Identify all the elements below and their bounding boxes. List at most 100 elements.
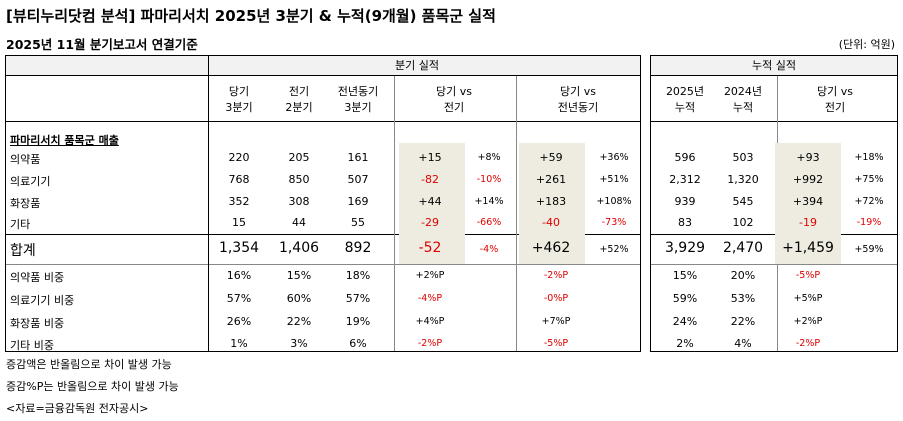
delta-prev: -2%P <box>417 338 443 349</box>
delta-cum: -5%P <box>795 270 821 281</box>
highlight-vs-yoy <box>519 143 585 264</box>
delta-cum: +1,459 <box>782 240 834 256</box>
header-cum-2024: 2024년 누적 <box>723 85 763 114</box>
pct-prev: +14% <box>474 196 504 207</box>
cum-2024-value: 1,320 <box>727 173 759 186</box>
total-bottom-divider <box>651 264 897 265</box>
highlight-vs-cum <box>775 143 841 264</box>
cum-2025-value: 939 <box>674 195 696 208</box>
header-divider <box>6 121 640 122</box>
pct-cum: +72% <box>854 196 884 207</box>
quarterly-table: 분기 실적 당기 3분기 전기 2분기 전년동기 3분기 당기 vs 전기 당기 vs 전… <box>5 55 641 352</box>
pct-prev: -66% <box>476 217 502 228</box>
highlight-vs-prev <box>399 143 465 264</box>
cum-2024-value: 4% <box>734 337 752 350</box>
delta-cum: +5%P <box>793 293 823 304</box>
cum-2025-value: 24% <box>672 315 698 328</box>
pct-cum: +59% <box>854 244 884 255</box>
cur-value: 26% <box>226 315 252 328</box>
row-label: 의료기기 <box>10 175 51 188</box>
prev-value: 1,406 <box>278 240 320 256</box>
total-bottom-divider <box>6 264 640 265</box>
cum-2024-value: 545 <box>732 195 754 208</box>
prev-value: 308 <box>288 195 310 208</box>
yoy-value: 507 <box>347 173 369 186</box>
delta-yoy: +261 <box>535 173 567 186</box>
header-cum-vs: 당기 vs 전기 <box>817 85 853 114</box>
yoy-value: 19% <box>345 315 371 328</box>
prev-value: 3% <box>290 337 308 350</box>
cum-2024-value: 53% <box>730 292 756 305</box>
yoy-value: 55 <box>351 216 365 229</box>
pct-cum: -19% <box>856 217 882 228</box>
header-cum-2025: 2025년 누적 <box>665 85 705 114</box>
delta-yoy: -2%P <box>543 270 569 281</box>
cum-2024-value: 2,470 <box>722 240 764 256</box>
header-yoy-quarter: 전년동기 3분기 <box>337 85 379 114</box>
note-rounding-pp: 증감%P는 반올림으로 차이 발생 가능 <box>6 380 179 393</box>
cum-2025-value: 2,312 <box>669 173 701 186</box>
cur-value: 1,354 <box>218 240 260 256</box>
share-label: 의약품 비중 <box>10 271 65 284</box>
header-divider <box>651 121 897 122</box>
yoy-value: 169 <box>347 195 369 208</box>
cumulative-table: 누적 실적 2025년 누적 2024년 누적 당기 vs 전기 596 503 +9… <box>650 55 898 352</box>
pct-cum: +18% <box>854 152 884 163</box>
cur-value: 768 <box>228 173 250 186</box>
cur-value: 220 <box>228 151 250 164</box>
row-label: 기타 <box>10 218 31 231</box>
delta-prev: +2%P <box>415 270 445 281</box>
cur-value: 57% <box>226 292 252 305</box>
delta-prev: -29 <box>421 216 439 229</box>
delta-yoy: +183 <box>535 195 567 208</box>
report-subtitle: 2025년 11월 분기보고서 연결기준 <box>6 37 198 52</box>
header-cur-quarter: 당기 3분기 <box>225 85 253 114</box>
quarterly-group-header: 분기 실적 <box>395 59 439 72</box>
delta-yoy: -40 <box>542 216 560 229</box>
yoy-value: 57% <box>345 292 371 305</box>
pct-prev: -10% <box>476 174 502 185</box>
total-label: 합계 <box>10 243 36 259</box>
header-vs-prev: 당기 vs 전기 <box>436 85 472 114</box>
quarterly-header-band <box>6 56 640 76</box>
prev-value: 60% <box>286 292 312 305</box>
cum-2025-value: 59% <box>672 292 698 305</box>
yoy-value: 892 <box>344 240 372 256</box>
prev-value: 15% <box>286 269 312 282</box>
pct-yoy: +51% <box>599 174 629 185</box>
cum-2025-value: 3,929 <box>664 240 706 256</box>
header-prev-quarter: 전기 2분기 <box>285 85 313 114</box>
delta-cum: +992 <box>792 173 824 186</box>
delta-prev: -82 <box>421 173 439 186</box>
pct-yoy: +36% <box>599 152 629 163</box>
cum-2025-value: 15% <box>672 269 698 282</box>
prev-value: 22% <box>286 315 312 328</box>
cum-2025-value: 2% <box>676 337 694 350</box>
note-rounding-amount: 증감액은 반올림으로 차이 발생 가능 <box>6 358 172 371</box>
delta-cum: +2%P <box>793 316 823 327</box>
cur-value: 15 <box>232 216 246 229</box>
yoy-value: 6% <box>349 337 367 350</box>
delta-cum: -2%P <box>795 338 821 349</box>
delta-cum: +93 <box>796 151 820 164</box>
prev-value: 44 <box>292 216 306 229</box>
delta-prev: +4%P <box>415 316 445 327</box>
delta-prev: -52 <box>418 240 442 256</box>
yoy-value: 18% <box>345 269 371 282</box>
cum-2025-value: 83 <box>678 216 692 229</box>
cum-2024-value: 20% <box>730 269 756 282</box>
delta-yoy: +7%P <box>541 316 571 327</box>
delta-prev: +44 <box>418 195 442 208</box>
share-label: 의료기기 비중 <box>10 294 75 307</box>
total-top-divider <box>651 234 897 235</box>
cum-2024-value: 102 <box>732 216 754 229</box>
cur-value: 1% <box>230 337 248 350</box>
delta-yoy: +462 <box>531 240 571 256</box>
delta-cum: +394 <box>792 195 824 208</box>
cur-value: 16% <box>226 269 252 282</box>
pct-yoy: +52% <box>599 244 629 255</box>
pct-cum: +75% <box>854 174 884 185</box>
cum-2024-value: 22% <box>730 315 756 328</box>
total-top-divider <box>6 234 640 235</box>
row-label: 화장품 <box>10 197 41 210</box>
